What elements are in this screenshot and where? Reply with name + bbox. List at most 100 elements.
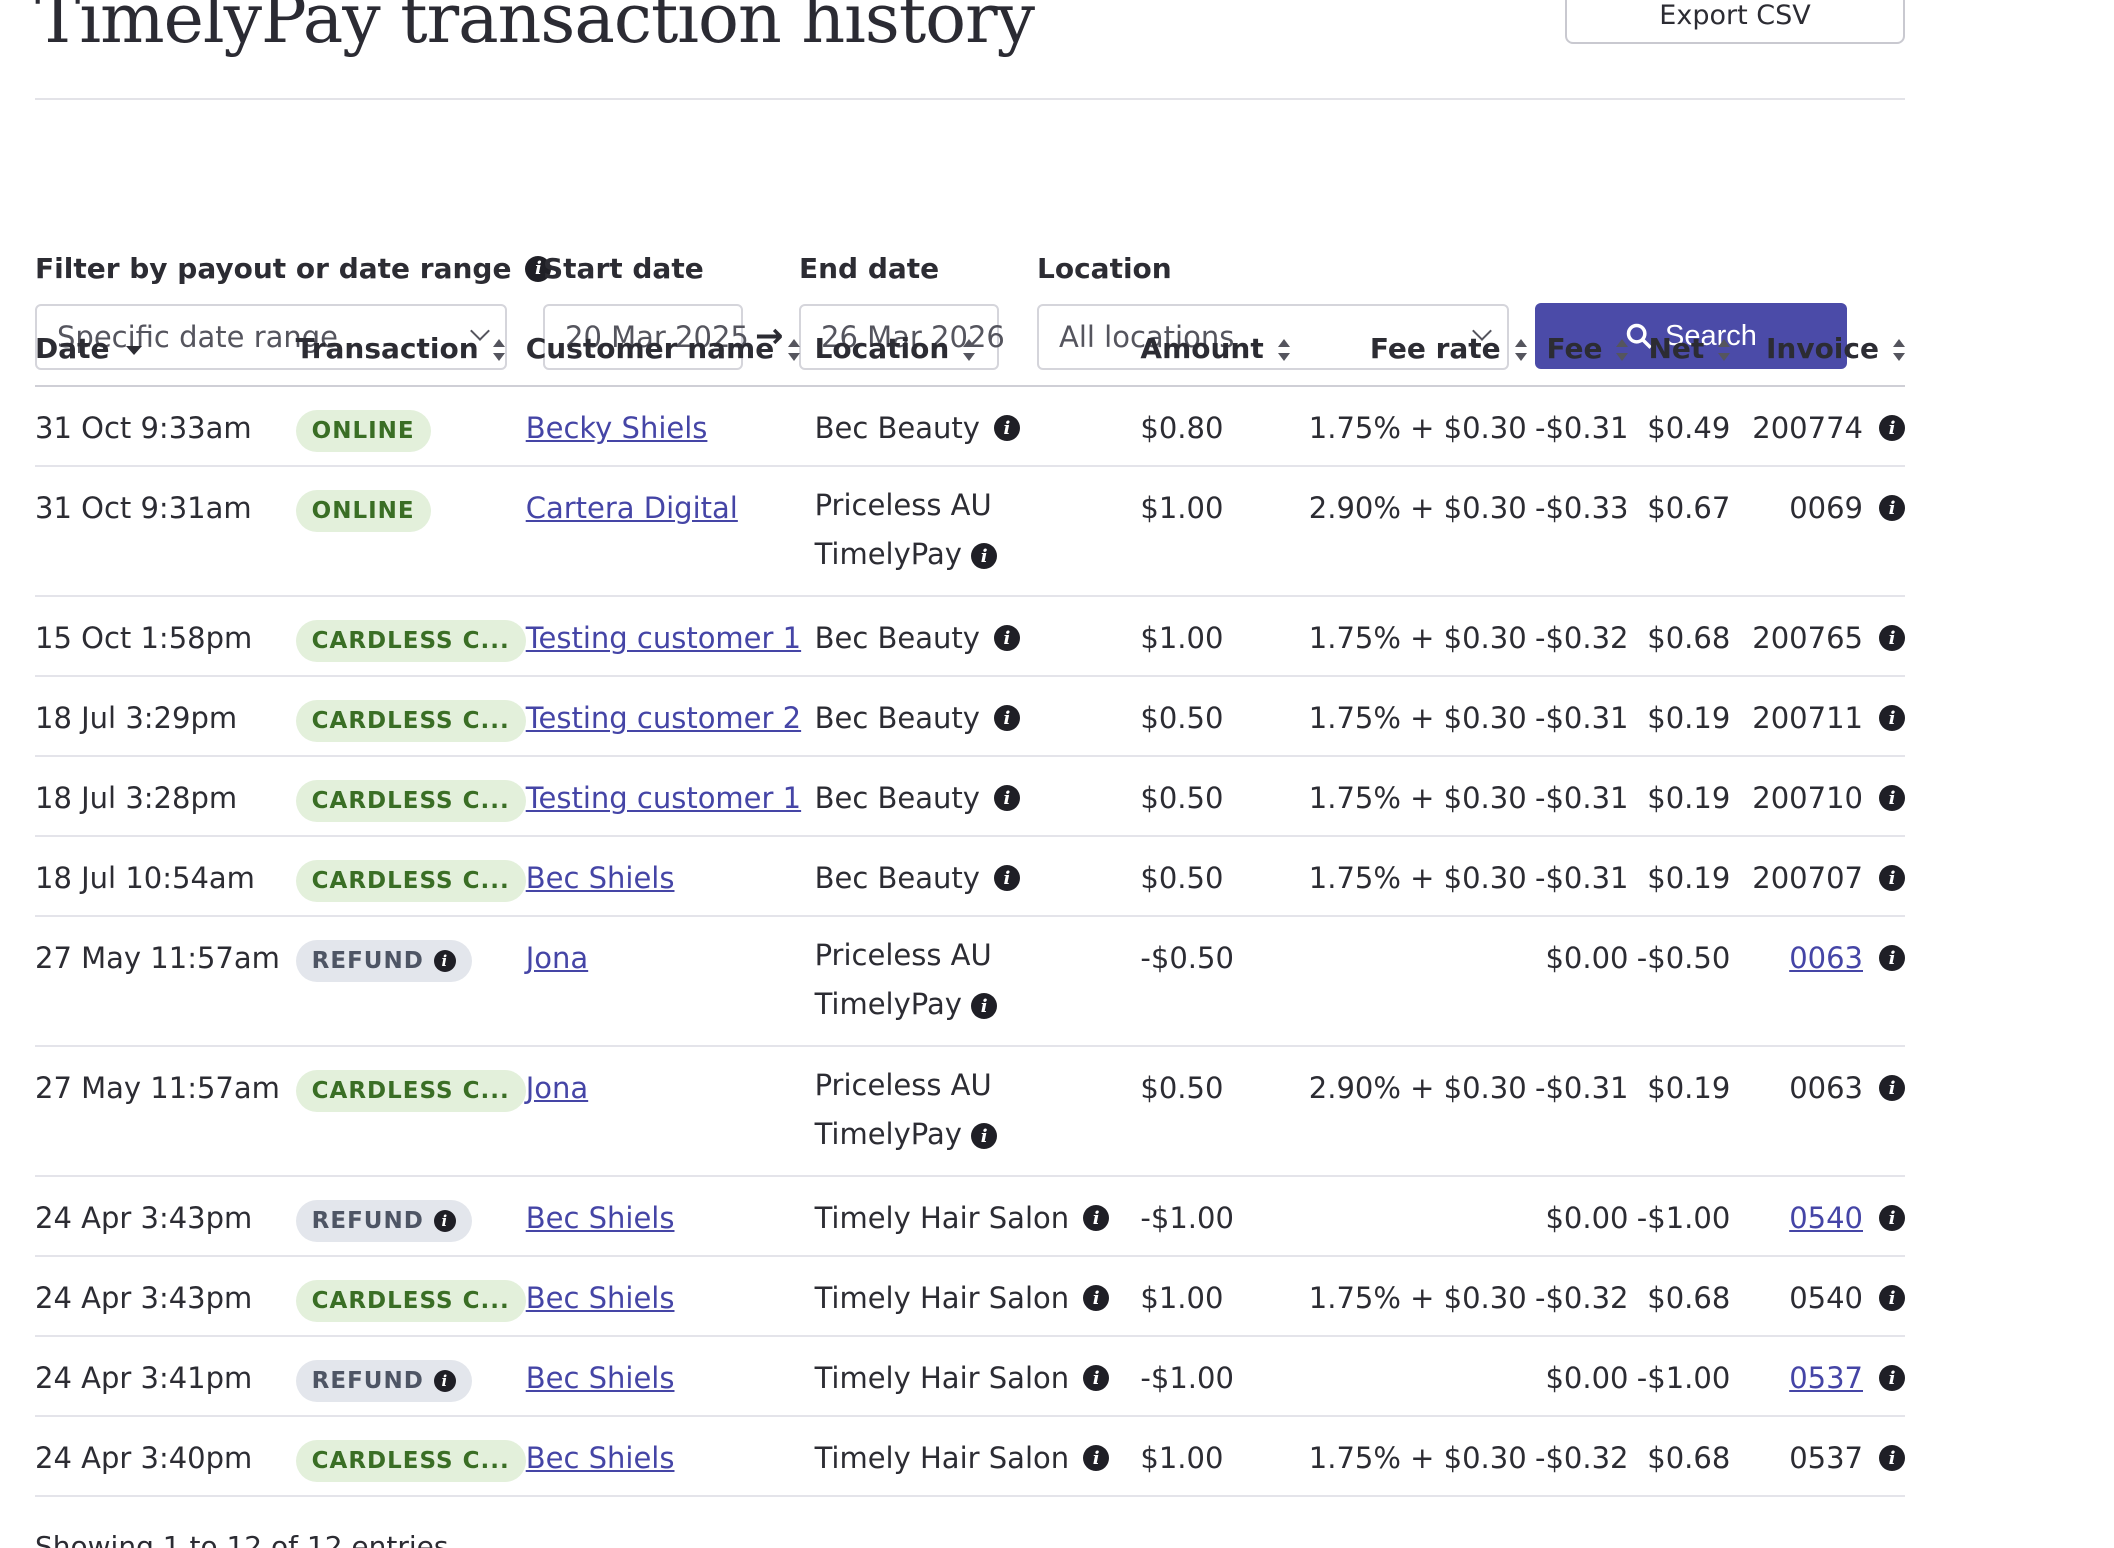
cell-transaction: CARDLESS C... [295,836,526,917]
cell-date: 31 Oct 9:33am [35,386,296,467]
customer-link[interactable]: Bec Shiels [525,861,675,895]
cell-invoice: 200710 i [1736,756,1905,837]
cell-amount: $0.80 [1140,386,1309,467]
cell-fee-rate: 1.75% + $0.30 [1308,756,1533,837]
cell-invoice: 0537 i [1736,1416,1905,1497]
cell-fee-rate [1308,1336,1533,1417]
info-icon[interactable]: i [1879,865,1905,891]
customer-link[interactable]: Bec Shiels [525,1441,675,1475]
cell-amount: -$1.00 [1140,1336,1309,1417]
transaction-type-badge: ONLINE [295,490,431,532]
info-icon[interactable]: i [1879,1075,1905,1101]
info-icon[interactable]: i [433,1210,456,1232]
cell-fee-rate: 1.75% + $0.30 [1308,1256,1533,1337]
info-icon[interactable]: i [971,1123,998,1149]
customer-link[interactable]: Bec Shiels [525,1361,675,1395]
info-icon[interactable]: i [993,705,1020,731]
customer-link[interactable]: Jona [525,941,589,975]
info-icon[interactable]: i [993,415,1020,441]
info-icon[interactable]: i [1879,1365,1905,1391]
col-location[interactable]: Location [814,312,1141,387]
cell-customer: Testing customer 1 [525,756,815,837]
cell-invoice: 200774 i [1736,386,1905,467]
info-icon[interactable]: i [1879,785,1905,811]
info-icon[interactable]: i [1879,945,1905,971]
col-fee[interactable]: Fee [1532,312,1635,387]
end-date-label: End date [799,252,940,285]
info-icon[interactable]: i [1083,1365,1110,1391]
info-icon[interactable]: i [993,785,1020,811]
info-icon[interactable]: i [993,625,1020,651]
cell-location: Priceless AU TimelyPay i [814,916,1141,1047]
col-net[interactable]: Net [1634,312,1737,387]
invoice-number: 0537 [1789,1441,1863,1475]
col-customer[interactable]: Customer name [525,312,815,387]
info-icon[interactable]: i [971,543,998,569]
cell-date: 24 Apr 3:40pm [35,1416,296,1497]
transaction-type-badge: CARDLESS C... [295,620,526,662]
customer-link[interactable]: Jona [525,1071,589,1105]
cell-customer: Jona [525,1046,815,1177]
cell-amount: $0.50 [1140,676,1309,757]
info-icon[interactable]: i [1879,625,1905,651]
info-icon[interactable]: i [1879,1205,1905,1231]
col-transaction[interactable]: Transaction [295,312,526,387]
customer-link[interactable]: Testing customer 1 [525,621,802,655]
page-header: TimelyPay transaction history Export CSV [35,0,1905,100]
customer-link[interactable]: Bec Shiels [525,1201,675,1235]
cell-date: 27 May 11:57am [35,1046,296,1177]
invoice-link[interactable]: 0537 [1789,1361,1863,1395]
info-icon[interactable]: i [993,865,1020,891]
table-row: 31 Oct 9:31am ONLINE Cartera Digital Pricel… [35,466,1905,597]
invoice-link[interactable]: 0063 [1789,941,1863,975]
col-amount[interactable]: Amount [1140,312,1309,387]
info-icon[interactable]: i [1083,1205,1110,1231]
transaction-type-badge: REFUND i [295,1360,472,1402]
info-icon[interactable]: i [1879,495,1905,521]
col-fee-rate[interactable]: Fee rate [1308,312,1533,387]
invoice-number: 200765 [1752,621,1863,655]
invoice-link[interactable]: 0540 [1789,1201,1863,1235]
customer-link[interactable]: Testing customer 2 [525,701,802,735]
customer-link[interactable]: Cartera Digital [525,491,738,525]
info-icon[interactable]: i [1879,1445,1905,1471]
info-icon[interactable]: i [1879,705,1905,731]
cell-invoice: 200707 i [1736,836,1905,917]
cell-location: Timely Hair Salon i [814,1336,1141,1417]
info-icon[interactable]: i [1083,1445,1110,1471]
sort-icon [1893,339,1905,361]
filter-label: Filter by payout or date range i [35,252,552,285]
info-icon[interactable]: i [433,1370,456,1392]
sort-icon [1514,339,1527,361]
info-icon[interactable]: i [1083,1285,1110,1311]
cell-customer: Bec Shiels [525,1336,815,1417]
cell-location: Priceless AU TimelyPay i [814,466,1141,597]
sort-icon [963,339,976,361]
col-date[interactable]: Date [35,312,296,387]
page-title: TimelyPay transaction history [35,0,1035,59]
invoice-number: 200774 [1752,411,1863,445]
entries-count: Showing 1 to 12 of 12 entries [35,1530,449,1548]
info-icon[interactable]: i [1879,1285,1905,1311]
export-csv-button[interactable]: Export CSV [1565,0,1905,44]
col-invoice[interactable]: Invoice [1736,312,1905,387]
cell-customer: Becky Shiels [525,386,815,467]
customer-link[interactable]: Becky Shiels [525,411,708,445]
cell-transaction: CARDLESS C... [295,596,526,677]
transaction-type-badge: CARDLESS C... [295,1440,526,1482]
cell-transaction: CARDLESS C... [295,1256,526,1337]
cell-fee-rate [1308,916,1533,1047]
customer-link[interactable]: Bec Shiels [525,1281,675,1315]
info-icon[interactable]: i [433,950,456,972]
info-icon[interactable]: i [525,255,552,282]
sort-icon [492,339,505,361]
info-icon[interactable]: i [971,993,998,1019]
cell-transaction: REFUND i [295,1176,526,1257]
cell-fee: -$0.31 [1532,386,1635,467]
info-icon[interactable]: i [1879,415,1905,441]
cell-transaction: REFUND i [295,1336,526,1417]
cell-net: $0.68 [1634,1256,1737,1337]
cell-location: Timely Hair Salon i [814,1176,1141,1257]
customer-link[interactable]: Testing customer 1 [525,781,802,815]
cell-transaction: ONLINE [295,386,526,467]
